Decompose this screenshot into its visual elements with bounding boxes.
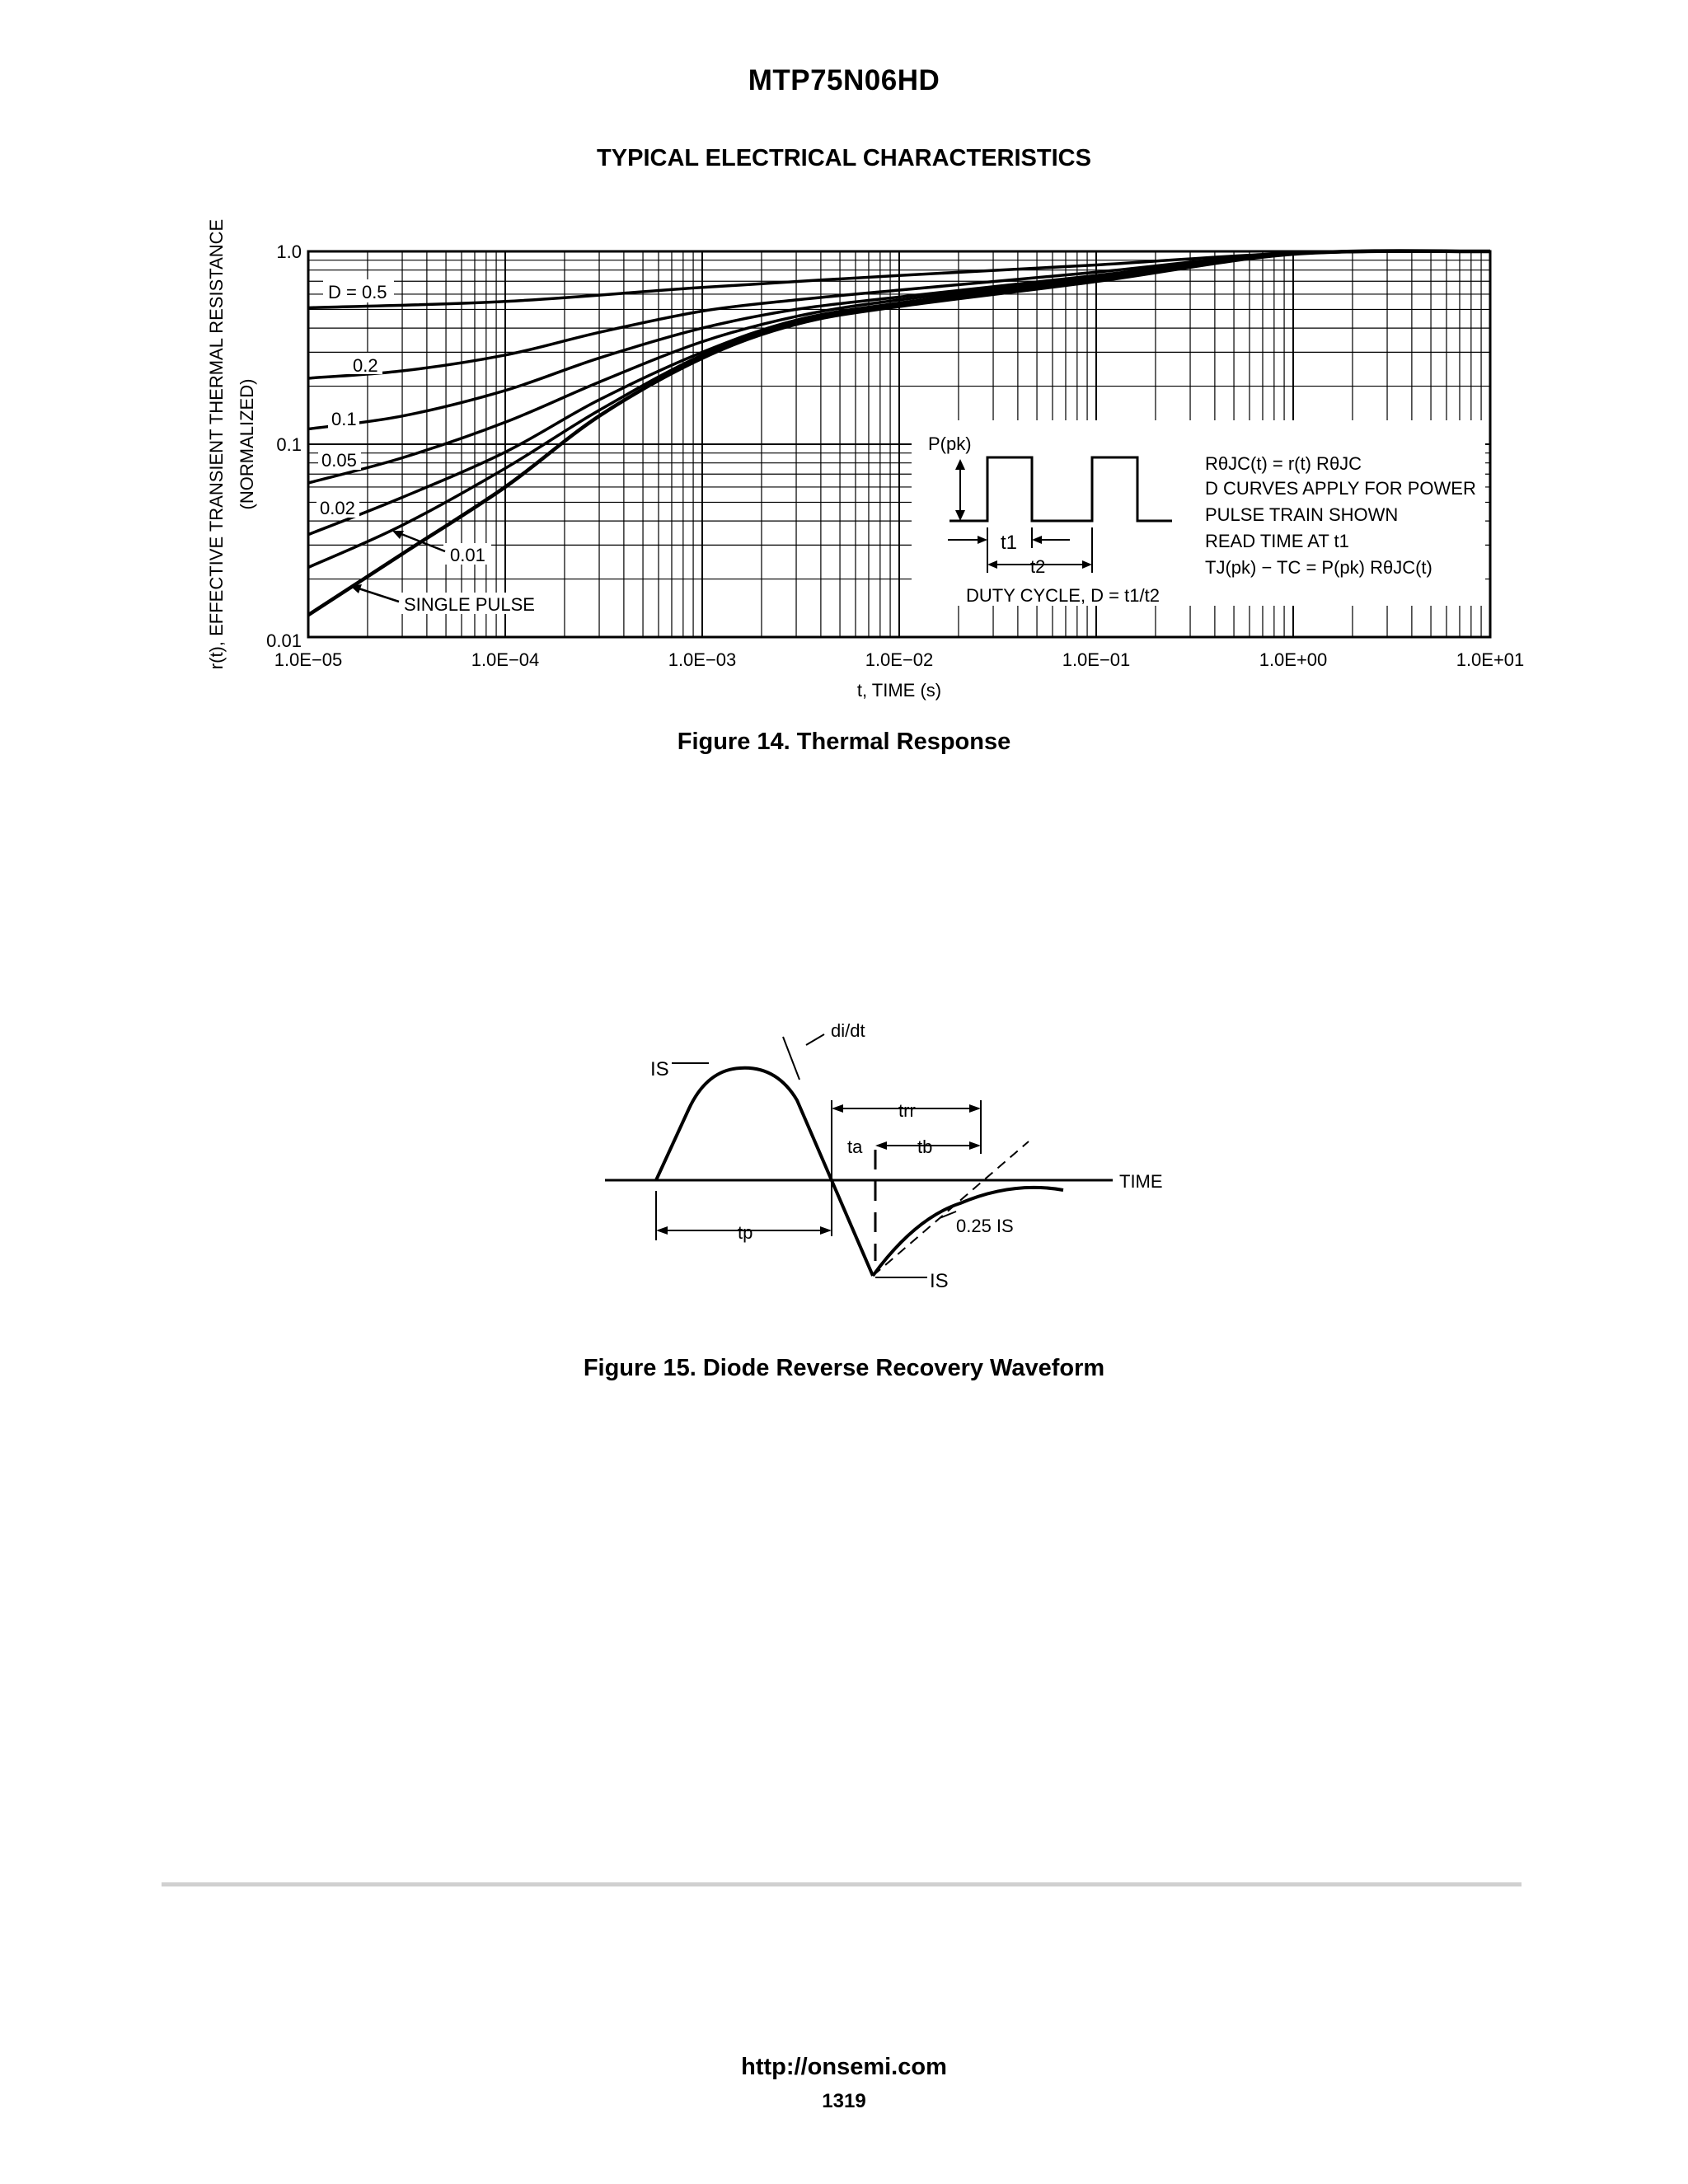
is-peak-label: IS	[650, 1058, 669, 1080]
didt-label: di/dt	[831, 1020, 865, 1041]
y-tick-labels: 0.01 0.1 1.0	[266, 241, 302, 651]
footer-url-link[interactable]: http://onsemi.com	[741, 2054, 947, 2080]
page-number: 1319	[822, 2090, 866, 2112]
series-line-7	[307, 249, 1491, 617]
y-tick-label: 0.01	[266, 630, 302, 651]
trr-arrowhead-right	[969, 1104, 981, 1113]
tb-arrowhead-right	[969, 1141, 981, 1150]
x-tick-label: 1.0E−01	[1062, 649, 1131, 670]
label-bg-001	[443, 543, 491, 565]
label-bg-02	[349, 353, 382, 374]
series-lines	[307, 249, 1491, 617]
t1-arrowhead-left	[978, 536, 987, 544]
x-tick-labels: 1.0E−05 1.0E−04 1.0E−03 1.0E−02 1.0E−01 1.0E+…	[274, 649, 1525, 670]
t2-arrowhead-left	[987, 560, 997, 569]
time-label: TIME	[1119, 1171, 1163, 1192]
didt-tangent	[782, 1036, 800, 1080]
leader-single	[355, 586, 400, 603]
part-number: MTP75N06HD	[748, 64, 940, 96]
leader-001	[396, 531, 446, 553]
x-tick-label: 1.0E−02	[865, 649, 934, 670]
forward-current-curve	[654, 1066, 874, 1277]
quarter-is-label: 0.25 IS	[956, 1216, 1014, 1236]
curve-label-02: 0.2	[353, 355, 378, 376]
tp-arrowhead-left	[656, 1226, 668, 1235]
t1-arrowhead-right	[1032, 536, 1042, 544]
x-tick-label: 1.0E+00	[1259, 649, 1328, 670]
pulse-train-diagram	[948, 456, 1172, 573]
tb-arrowhead-left	[875, 1141, 887, 1150]
p-pk-arrowhead-down	[955, 510, 965, 521]
inset-box	[912, 420, 1485, 606]
leader-001-arrowhead	[392, 531, 404, 539]
section-title: TYPICAL ELECTRICAL CHARACTERISTICS	[597, 145, 1091, 171]
trr-label: trr	[898, 1100, 916, 1121]
label-bg-d05	[323, 279, 394, 302]
footer-divider	[162, 1882, 1522, 1886]
label-bg-single	[399, 593, 534, 614]
is-reverse-label: IS	[930, 1270, 949, 1292]
inset-note-5: TJ(pk) − TC = P(pk) RθJC(t)	[1205, 557, 1432, 578]
inset-note-2: D CURVES APPLY FOR POWER	[1205, 478, 1476, 499]
pulse-waveform	[950, 456, 1172, 523]
curve-label-d05: D = 0.5	[328, 282, 387, 302]
label-bg-002	[316, 496, 359, 518]
label-bg-01	[328, 407, 359, 429]
y-tick-label: 1.0	[276, 241, 302, 262]
ta-label: ta	[847, 1137, 863, 1157]
curve-label-005: 0.05	[321, 450, 357, 471]
duty-cycle-label: DUTY CYCLE, D = t1/t2	[966, 585, 1160, 606]
di-dt-extrapolation	[872, 1141, 1029, 1277]
x-axis-label: t, TIME (s)	[857, 680, 941, 701]
diode-recovery-waveform: IS di/dt trr ta tb TIME tp 0.25 IS IS	[605, 1020, 1163, 1292]
t1-label: t1	[1001, 532, 1017, 554]
tp-arrowhead-right	[820, 1226, 832, 1235]
inset-note-4: READ TIME AT t1	[1205, 531, 1349, 551]
tp-label: tp	[738, 1222, 753, 1243]
label-bg-005	[318, 448, 361, 470]
y-tick-label: 0.1	[276, 434, 302, 455]
curve-label-002: 0.02	[320, 498, 355, 518]
trr-arrowhead-left	[832, 1104, 843, 1113]
p-pk-arrowhead-up	[955, 459, 965, 470]
t2-arrowhead-right	[1082, 560, 1092, 569]
y-axis-label-units: (NORMALIZED)	[237, 379, 257, 510]
plot-frame	[307, 250, 1492, 639]
figure15-caption: Figure 15. Diode Reverse Recovery Wavefo…	[583, 1355, 1105, 1381]
x-tick-label: 1.0E−05	[274, 649, 343, 670]
curve-label-01: 0.1	[331, 409, 357, 429]
quarter-is-leader	[939, 1211, 957, 1219]
thermal-response-chart: 0.010.11.0 1.0E−05 1.0E−04 1.0E−03 1.0E−02 1…	[206, 219, 1525, 701]
inset-note-3: PULSE TRAIN SHOWN	[1205, 504, 1398, 525]
curve-label-single-pulse: SINGLE PULSE	[404, 594, 535, 615]
didt-leader	[805, 1033, 825, 1046]
x-tick-label: 1.0E−03	[668, 649, 737, 670]
x-tick-label: 1.0E+01	[1456, 649, 1525, 670]
figure14-caption: Figure 14. Thermal Response	[677, 729, 1011, 755]
t2-label: t2	[1030, 556, 1045, 577]
tb-label: tb	[917, 1137, 932, 1157]
recovery-curve	[871, 1185, 1064, 1277]
x-tick-label: 1.0E−04	[471, 649, 540, 670]
curve-label-001: 0.01	[450, 545, 485, 565]
p-pk-label: P(pk)	[928, 434, 972, 454]
y-axis-label: r(t), EFFECTIVE TRANSIENT THERMAL RESIST…	[206, 219, 227, 669]
inset-note-1: RθJC(t) = r(t) RθJC	[1205, 453, 1362, 474]
leader-single-arrowhead	[350, 584, 362, 593]
